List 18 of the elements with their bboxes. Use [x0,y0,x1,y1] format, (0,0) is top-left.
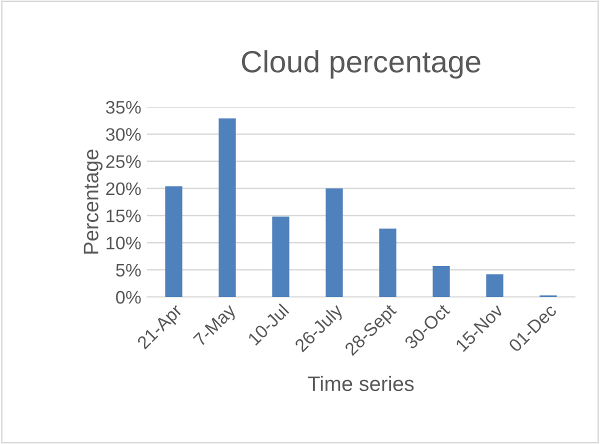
bar [432,266,450,297]
y-tick-label: 35% [106,100,141,114]
y-axis-title: Percentage [84,150,103,254]
y-tick-label: 0% [116,290,141,304]
bar [218,118,236,297]
y-tick-label: 15% [106,210,141,222]
bar [165,186,182,297]
bar [272,216,290,297]
y-tick-label: 5% [116,264,141,277]
y-tick-label: 30% [106,128,141,141]
y-tick-label: 20% [106,182,141,196]
bar [326,188,343,297]
bar [486,274,504,297]
chart-title: Cloud percentage [242,50,480,79]
x-axis-title: Time series [308,376,414,392]
bar [379,228,396,297]
y-tick-label: 25% [106,155,141,168]
y-tick-label: 10% [106,236,141,250]
